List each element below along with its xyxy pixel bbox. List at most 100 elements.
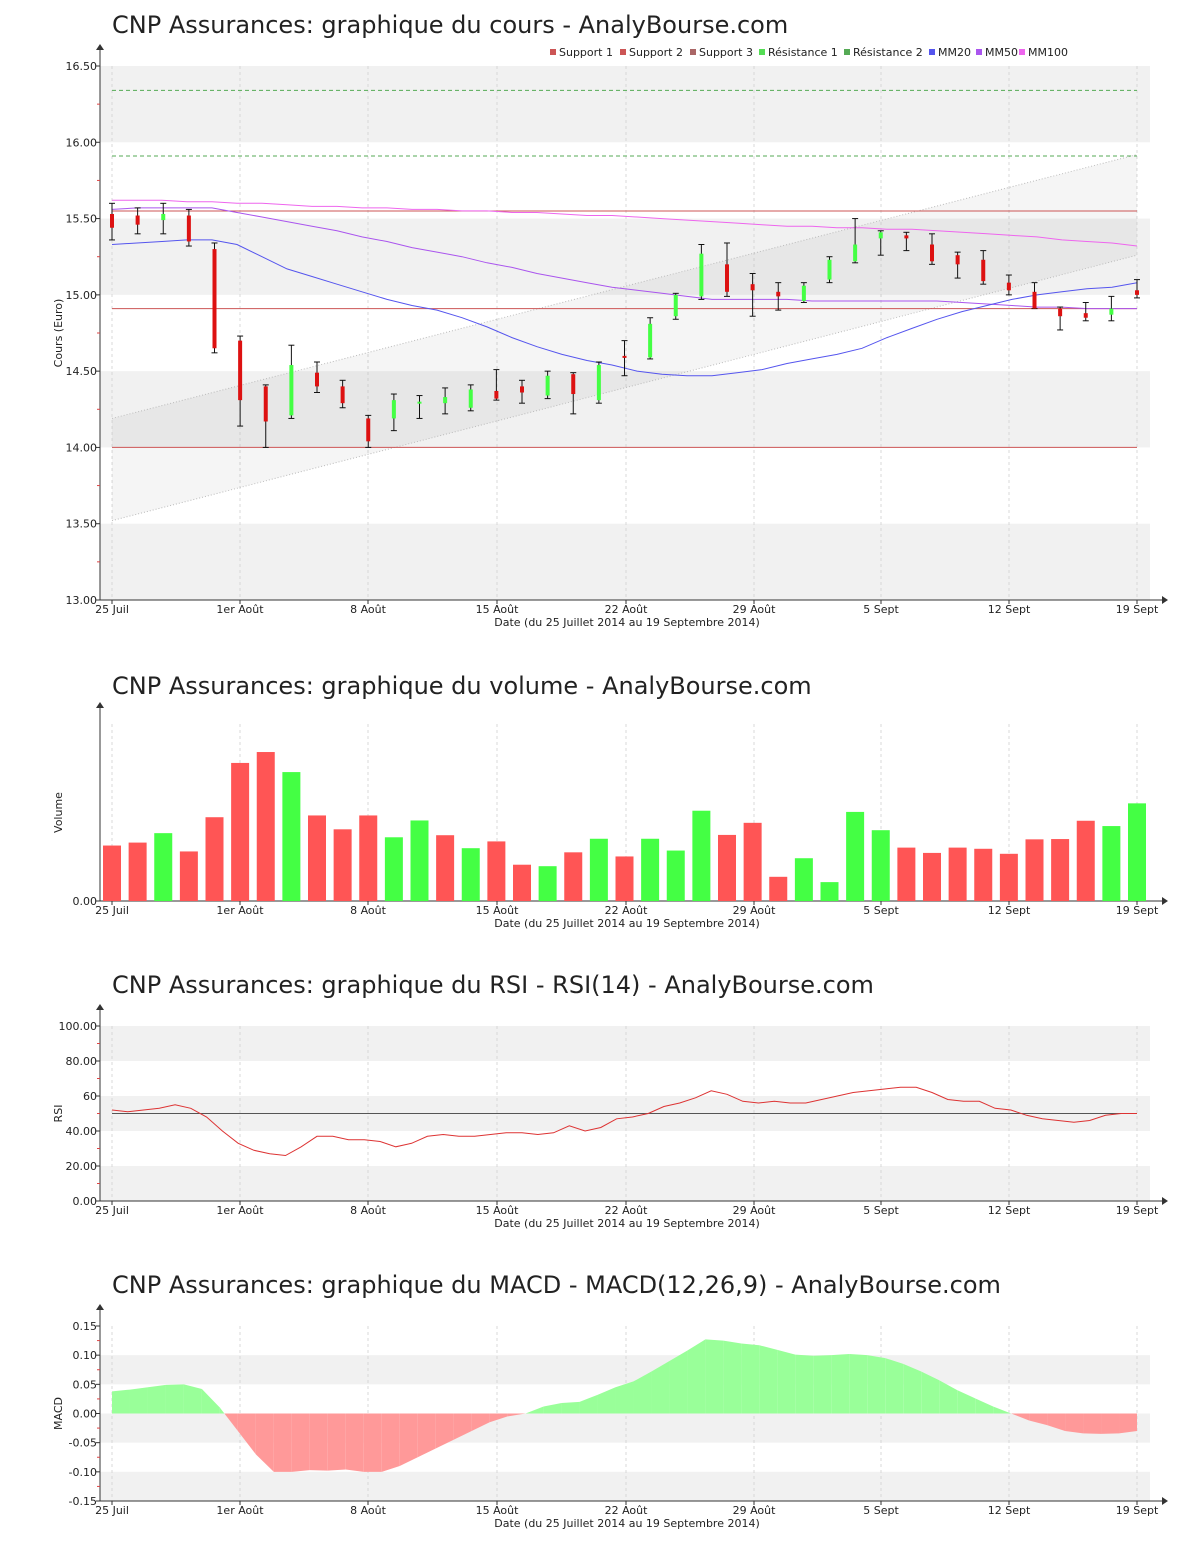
x-tick-label: 1er Août	[216, 904, 264, 917]
rsi-line	[111, 1086, 1137, 1157]
macd-chart: -0.15 -0.10 -0.05 0.00 0.05 0.10 0.15 25 Juil 1e…	[52, 1304, 1168, 1530]
x-tick-label: 8 Août	[350, 1204, 387, 1217]
macd-negative-area	[1119, 1413, 1137, 1434]
price-chart-title: CNP Assurances: graphique du cours - Ana…	[112, 11, 789, 39]
x-tick-label: 12 Sept	[988, 603, 1031, 616]
macd-positive-area	[525, 1406, 544, 1414]
legend-item: Support 1	[550, 46, 613, 59]
candle-body	[596, 365, 601, 401]
volume-bar	[615, 856, 634, 901]
candle-body	[776, 291, 781, 297]
macd-positive-area	[975, 1398, 994, 1414]
volume-bar	[154, 833, 173, 901]
macd-negative-area	[224, 1413, 238, 1431]
macd-panel: CNP Assurances: graphique du MACD - MACD…	[0, 1260, 1200, 1550]
macd-positive-area	[615, 1381, 634, 1414]
candle	[416, 395, 423, 419]
candle	[621, 340, 628, 377]
candle	[800, 282, 807, 303]
candle	[570, 372, 577, 415]
x-tick-label: 25 Juil	[95, 1504, 129, 1517]
y-tick-label: -0.15	[69, 1495, 97, 1508]
candle	[877, 230, 884, 256]
candle-body	[468, 389, 473, 408]
candle-body	[827, 259, 832, 280]
grid-band	[100, 371, 1150, 448]
candle	[954, 251, 961, 279]
channel-lower-line	[111, 254, 1138, 522]
candle	[185, 208, 192, 247]
candle	[314, 361, 320, 394]
x-tick-label: 29 Août	[733, 1204, 777, 1217]
macd-positive-area	[741, 1343, 760, 1414]
candle-body	[494, 390, 499, 399]
volume-bar	[103, 845, 121, 901]
macd-positive-area	[129, 1387, 148, 1414]
volume-bar	[999, 853, 1018, 901]
y-tick-label: 80.00	[66, 1055, 98, 1068]
candle-body	[135, 215, 140, 225]
x-axis-label: Date (du 25 Juillet 2014 au 19 Septembre…	[494, 1517, 760, 1530]
candle	[1082, 301, 1089, 322]
macd-negative-area	[1083, 1413, 1102, 1434]
macd-positive-area	[633, 1371, 652, 1414]
legend-swatch	[550, 49, 556, 55]
candle	[390, 393, 397, 432]
candle-body	[622, 355, 627, 358]
volume-bar	[179, 851, 198, 901]
macd-positive-area	[201, 1389, 220, 1414]
candle-body	[1109, 308, 1114, 315]
legend-item: Support 3	[690, 46, 753, 59]
macd-negative-area	[489, 1413, 508, 1423]
candle-body	[391, 400, 396, 419]
candle-body	[161, 213, 166, 221]
y-tick-label: 0.00	[73, 895, 98, 908]
volume-bar	[897, 847, 916, 901]
candle	[160, 202, 167, 235]
candle-body	[853, 244, 858, 262]
rsi-panel: CNP Assurances: graphique du RSI - RSI(1…	[0, 960, 1200, 1240]
candle	[365, 414, 372, 448]
macd-negative-area	[237, 1413, 256, 1455]
candle-body	[545, 375, 550, 396]
trend-channel	[112, 154, 1137, 521]
candle	[134, 207, 141, 235]
candle	[826, 256, 833, 284]
candle-body	[110, 213, 114, 228]
legend-label: Support 3	[699, 46, 753, 59]
volume-bar	[743, 822, 762, 901]
y-axis-label: MACD	[52, 1397, 65, 1430]
volume-bar	[384, 837, 403, 901]
candle	[262, 384, 269, 448]
candle-body	[904, 235, 909, 239]
y-axis-label: RSI	[52, 1105, 65, 1123]
legend-item: Résistance 1	[759, 46, 838, 59]
rsi-chart: 0.00 20.00 40.00 60 80.00 100.00 25 Juil 1er Ao…	[52, 1004, 1168, 1230]
x-tick-label: 5 Sept	[863, 904, 899, 917]
macd-positive-area	[795, 1354, 814, 1414]
candle-body	[1006, 282, 1011, 291]
y-tick-label: 0.00	[73, 1195, 98, 1208]
x-axis-arrow-icon	[1162, 596, 1168, 604]
macd-negative-area	[417, 1413, 436, 1458]
candle-body	[186, 215, 191, 242]
macd-negative-area	[291, 1413, 310, 1472]
y-tick-label: -0.05	[69, 1437, 97, 1450]
candle	[980, 250, 987, 285]
x-tick-label: 19 Sept	[1116, 1504, 1159, 1517]
macd-negative-area	[345, 1413, 364, 1472]
macd-negative-area	[381, 1413, 400, 1472]
macd-positive-area	[183, 1384, 202, 1414]
macd-positive-area	[993, 1406, 1012, 1414]
x-axis-label: Date (du 25 Juillet 2014 au 19 Septembre…	[494, 917, 760, 930]
volume-chart-title: CNP Assurances: graphique du volume - An…	[112, 672, 812, 700]
candle-body	[981, 259, 986, 282]
x-tick-label: 5 Sept	[863, 603, 899, 616]
x-tick-label: 15 Août	[476, 1504, 520, 1517]
y-axis-arrow-icon	[96, 1304, 104, 1310]
legend-swatch	[976, 49, 982, 55]
candle	[698, 244, 705, 300]
macd-positive-area	[561, 1401, 580, 1414]
macd-positive-area	[543, 1403, 562, 1414]
candle-body	[878, 232, 883, 239]
